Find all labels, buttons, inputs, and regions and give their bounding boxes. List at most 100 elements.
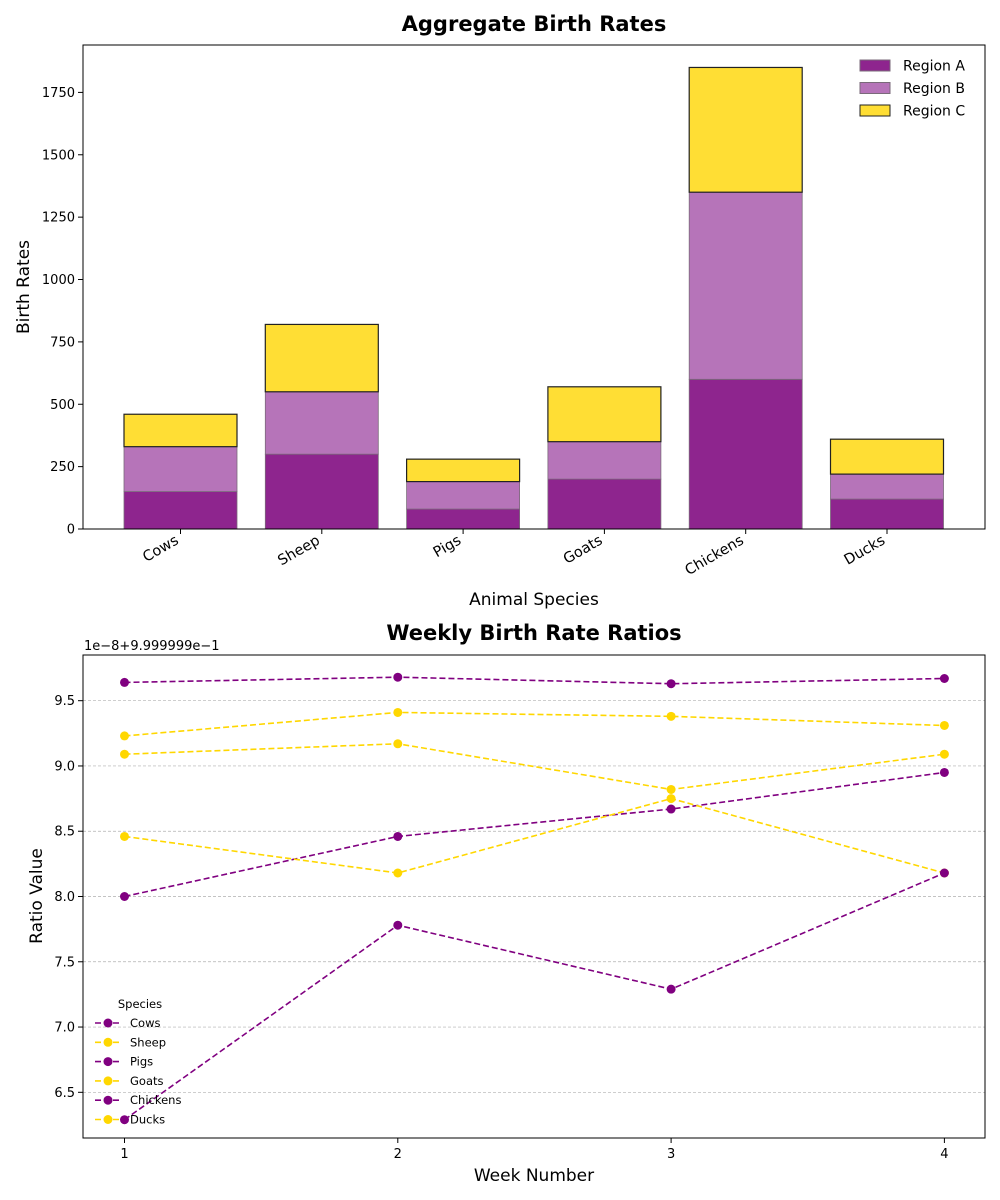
point-pigs: [120, 892, 129, 901]
y-tick-label: 7.5: [54, 955, 75, 970]
series-line-chickens: [124, 872, 945, 1121]
legend-label: Region C: [903, 104, 965, 120]
bar-chart-y-ticks: 0 250 500 750 1000 1250 1500 1750: [42, 86, 83, 538]
bar-chart-ylabel: Birth Rates: [14, 240, 34, 334]
bar-chart-frame: [82, 44, 986, 530]
bar-chart-title: Aggregate Birth Rates: [402, 12, 667, 36]
point-cows: [939, 673, 949, 683]
y-tick-label: 8.0: [54, 890, 75, 905]
legend-label: Sheep: [130, 1035, 166, 1049]
y-tick-label: 7.0: [54, 1021, 75, 1036]
bar-goats-region-c: [547, 386, 662, 443]
bar-chart-legend: Region A Region B Region C: [859, 59, 965, 120]
line-chart: Weekly Birth Rate Ratios 1e−8+9.999999e−…: [27, 621, 986, 1186]
y-tick-label: 1250: [42, 211, 75, 226]
point-goats: [666, 794, 676, 804]
bar-ducks-region-a: [830, 498, 944, 530]
legend-marker: [103, 1018, 113, 1028]
x-tick-label: 2: [394, 1147, 402, 1162]
bar-chickens-region-c: [688, 66, 803, 193]
bar-sheep-region-b: [264, 391, 379, 455]
line-chart-legend: Species Cows Sheep Pigs Goats Chickens Ducks: [95, 997, 181, 1127]
line-chart-offset-label: 1e−8+9.999999e−1: [84, 639, 220, 654]
y-tick-label: 8.5: [54, 825, 75, 840]
line-chart-grid: [83, 700, 985, 1093]
legend-title: Species: [118, 997, 162, 1011]
bar-ducks-region-c: [829, 438, 945, 475]
x-tick-label: 1: [120, 1147, 128, 1162]
line-chart-x-ticks: 1 2 3 4: [120, 1138, 949, 1162]
y-tick-label: 9.0: [54, 759, 75, 774]
point-ducks: [939, 749, 949, 759]
x-tick-label: Ducks: [842, 533, 888, 569]
line-chart-xlabel: Week Number: [474, 1166, 594, 1186]
legend-marker: [103, 1057, 113, 1067]
point-goats: [393, 868, 403, 878]
bar-goats-region-b: [547, 441, 662, 480]
bar-sheep-region-c: [264, 323, 379, 393]
y-tick-label: 9.5: [54, 694, 75, 709]
y-tick-label: 6.5: [54, 1086, 75, 1101]
legend-marker: [103, 1076, 113, 1086]
bar-cows-region-a: [123, 491, 238, 530]
bar-chart-xlabel: Animal Species: [469, 590, 599, 610]
line-chart-y-ticks: 6.5 7.0 7.5 8.0 8.5 9.0 9.5: [54, 694, 83, 1101]
y-tick-label: 250: [50, 460, 75, 475]
point-pigs: [939, 767, 949, 777]
legend-marker: [103, 1095, 113, 1105]
bar-chart: Aggregate Birth Rates 0 250 500 750 1000 1250…: [14, 12, 986, 610]
legend-label: Goats: [130, 1074, 164, 1088]
point-chickens: [120, 1115, 129, 1125]
point-ducks: [120, 749, 129, 759]
bar-pigs-region-a: [406, 508, 521, 530]
point-sheep: [666, 711, 676, 721]
legend-marker: [103, 1115, 113, 1124]
point-ducks: [666, 784, 676, 794]
bar-cows-region-c: [123, 413, 238, 448]
point-cows: [393, 672, 403, 682]
line-chart-ylabel: Ratio Value: [27, 848, 47, 944]
legend-label: Pigs: [130, 1055, 153, 1069]
x-tick-label: Sheep: [275, 533, 322, 570]
bar-pigs-region-b: [406, 481, 521, 510]
point-chickens: [393, 920, 403, 930]
x-tick-label: 3: [667, 1147, 675, 1162]
y-tick-label: 0: [67, 523, 75, 538]
y-tick-label: 1750: [42, 86, 75, 101]
x-tick-label: Goats: [561, 533, 606, 568]
legend-swatch: [859, 82, 891, 94]
point-pigs: [393, 831, 403, 841]
y-tick-label: 500: [50, 398, 75, 413]
series-line-sheep: [124, 711, 945, 737]
point-chickens: [666, 984, 676, 994]
legend-marker: [103, 1037, 113, 1047]
bar-chickens-region-b: [688, 191, 803, 380]
point-sheep: [939, 720, 949, 730]
bar-chickens-region-a: [688, 378, 803, 530]
point-ducks: [393, 739, 403, 749]
point-goats: [120, 831, 129, 841]
y-tick-label: 1500: [42, 148, 75, 163]
point-cows: [120, 677, 129, 687]
point-sheep: [393, 707, 403, 717]
point-chickens: [939, 868, 949, 878]
x-tick-label: 4: [940, 1147, 948, 1162]
bar-goats-region-a: [547, 478, 662, 530]
x-tick-label: Pigs: [431, 533, 464, 561]
legend-label: Cows: [130, 1016, 160, 1030]
series-line-cows: [124, 676, 945, 685]
x-tick-label: Cows: [140, 533, 181, 566]
point-sheep: [120, 731, 129, 741]
y-tick-label: 750: [50, 335, 75, 350]
legend-label: Region B: [903, 81, 965, 97]
bar-pigs-region-c: [406, 458, 521, 483]
y-tick-label: 1000: [42, 273, 75, 288]
bar-group: [123, 66, 945, 530]
bar-chart-x-ticks: Cows Sheep Pigs Goats Chickens Ducks: [140, 529, 888, 579]
point-pigs: [666, 804, 676, 814]
series-line-ducks: [124, 742, 945, 791]
legend-swatch: [859, 59, 891, 72]
legend-swatch: [859, 104, 891, 117]
line-chart-title: Weekly Birth Rate Ratios: [386, 621, 681, 645]
